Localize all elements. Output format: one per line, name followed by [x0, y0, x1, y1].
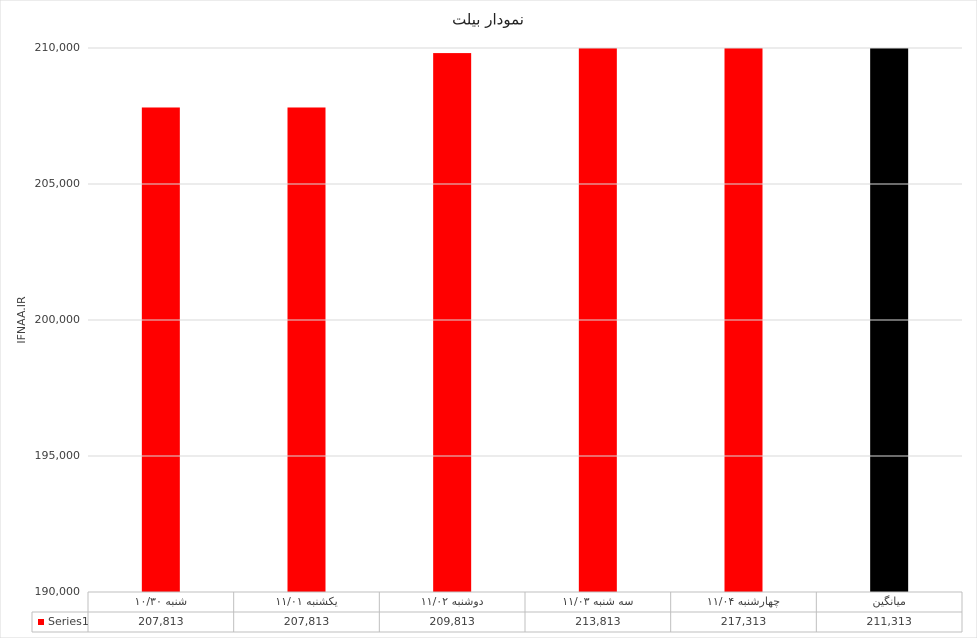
table-value: 213,813: [575, 615, 621, 628]
table-value: 211,313: [866, 615, 912, 628]
table-value: 217,313: [721, 615, 767, 628]
bar: [578, 48, 617, 592]
table-value: 209,813: [429, 615, 475, 628]
y-tick-label: 205,000: [35, 177, 81, 190]
x-tick-label: شنبه ۱۰/۳۰: [135, 595, 188, 608]
table-value: 207,813: [284, 615, 330, 628]
y-axis-label: IFNAA.IR: [15, 296, 28, 344]
chart-title: نمودار بیلت: [452, 11, 524, 29]
x-tick-label: دوشنبه ۱۱/۰۲: [421, 595, 484, 608]
table-value: 207,813: [138, 615, 184, 628]
y-tick-label: 210,000: [35, 41, 81, 54]
bar: [870, 48, 909, 592]
bar: [724, 48, 763, 592]
x-tick-label: چهارشنبه ۱۱/۰۴: [707, 595, 780, 608]
x-tick-label: سه شنبه ۱۱/۰۳: [562, 595, 633, 608]
y-tick-label: 190,000: [35, 585, 81, 598]
y-tick-label: 195,000: [35, 449, 81, 462]
y-tick-label: 200,000: [35, 313, 81, 326]
bar: [433, 53, 472, 592]
bar: [141, 107, 180, 592]
x-tick-label: میانگین: [872, 595, 906, 608]
bar: [287, 107, 326, 592]
x-tick-label: یکشنبه ۱۱/۰۱: [275, 595, 337, 608]
legend-label: Series1: [48, 615, 89, 628]
legend-swatch: [38, 619, 44, 625]
